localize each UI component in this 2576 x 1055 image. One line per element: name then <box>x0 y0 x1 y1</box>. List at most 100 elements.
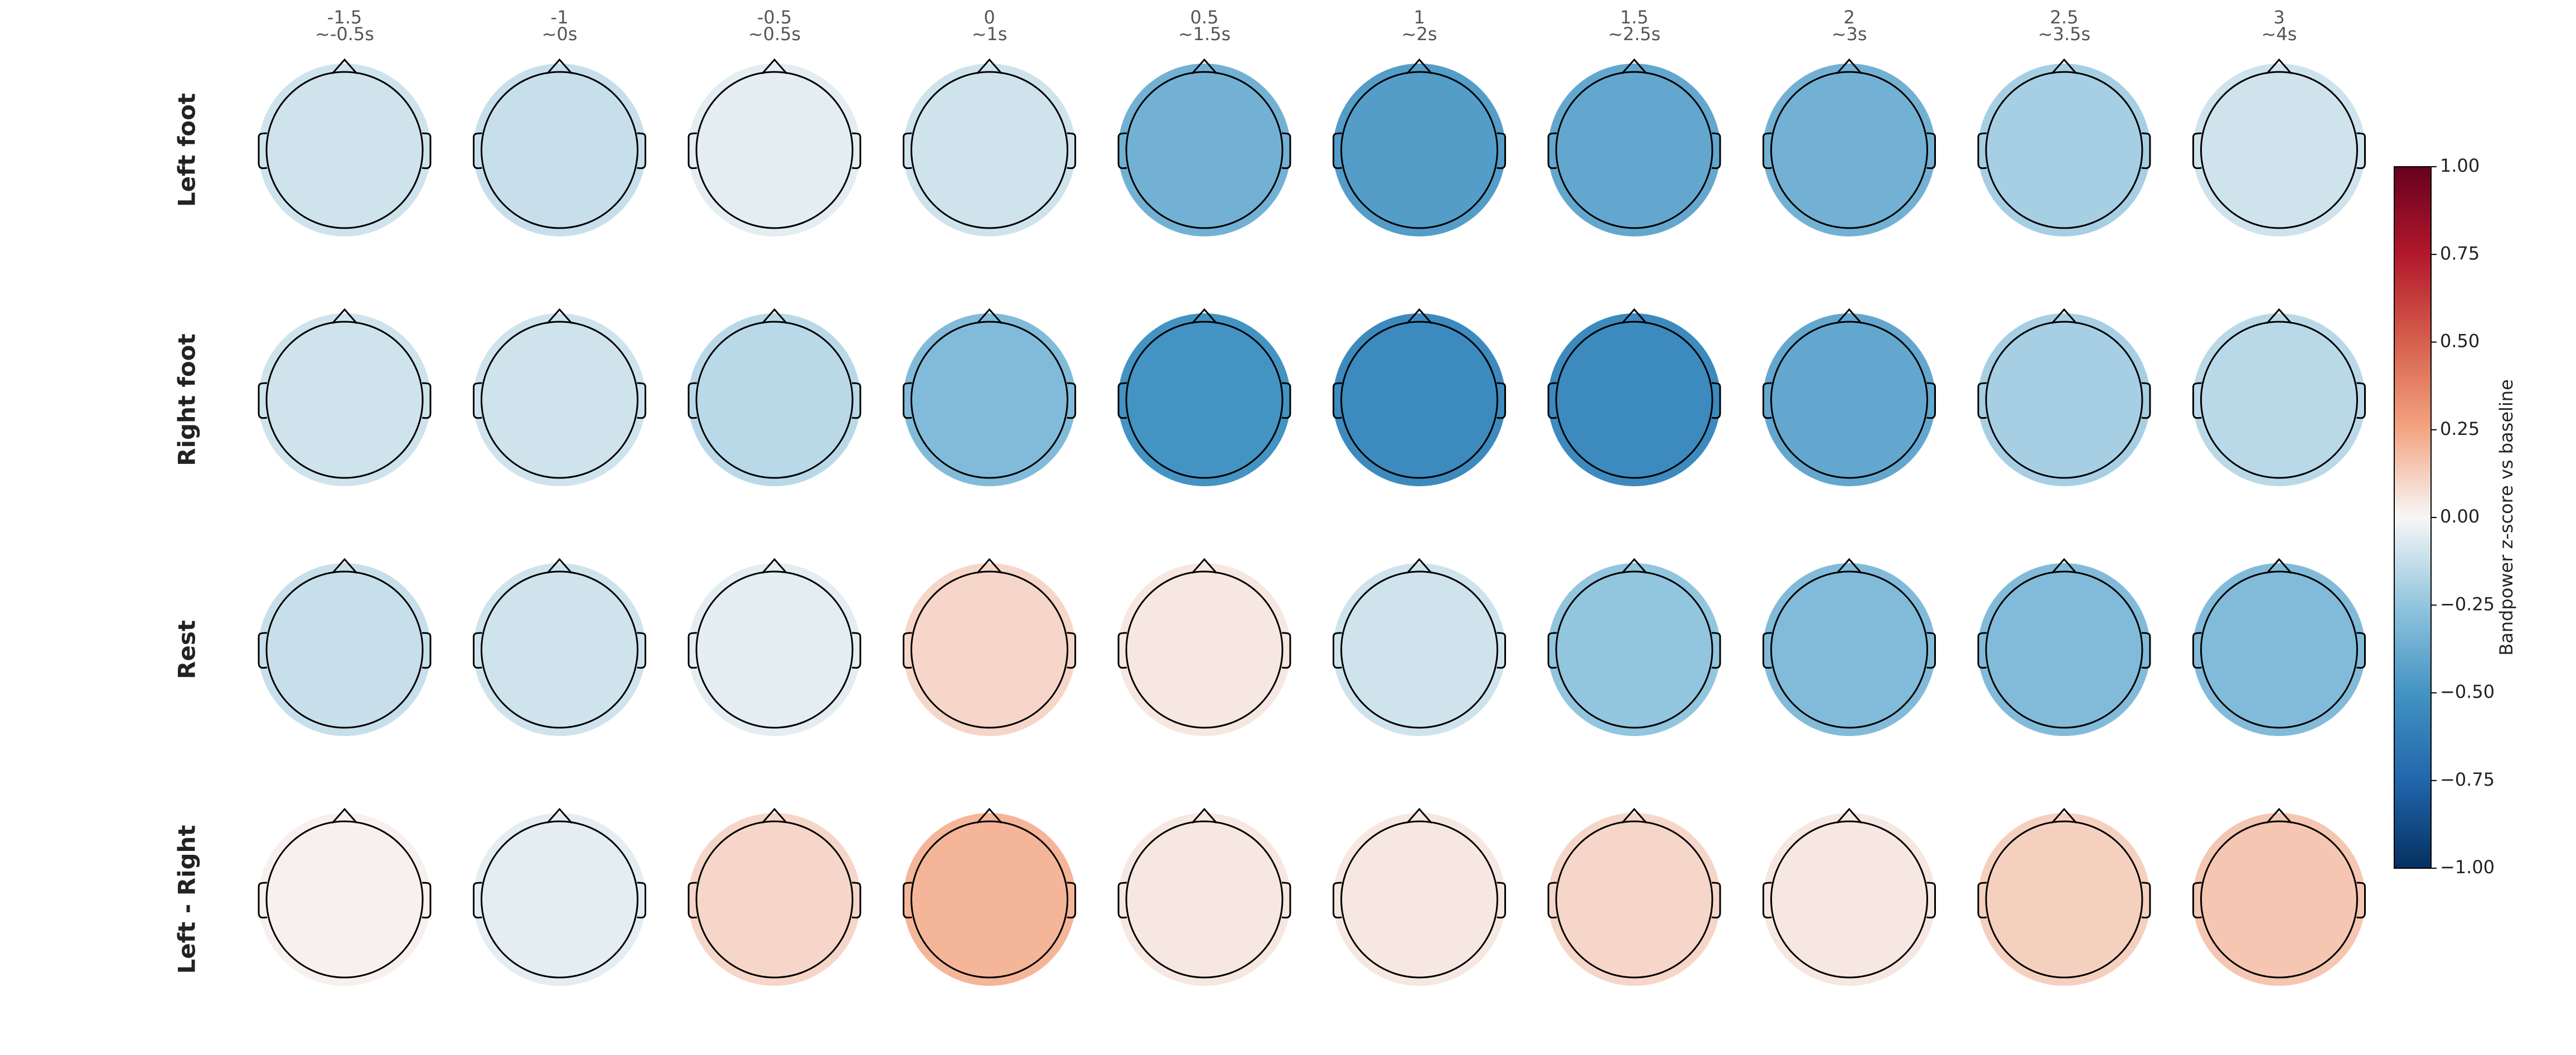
head-nose <box>331 58 358 74</box>
head-ear-right <box>637 132 646 170</box>
topomap <box>1547 58 1721 236</box>
topomap-field <box>1978 813 2151 986</box>
head-nose <box>1621 558 1648 574</box>
topomap-field <box>473 64 646 236</box>
colorbar-tick-label: −0.25 <box>2440 593 2495 614</box>
head-ear-right <box>637 882 646 919</box>
topomap <box>903 807 1076 986</box>
topomap <box>1333 807 1506 986</box>
topomap <box>258 807 432 986</box>
head-ear-right <box>1497 632 1506 669</box>
head-ear-left <box>2192 132 2202 170</box>
head-outline <box>911 71 1068 229</box>
head-outline <box>481 820 638 979</box>
topomap <box>1547 558 1721 736</box>
topomap-field <box>1978 313 2151 486</box>
head-outline <box>1555 71 1713 229</box>
head-nose <box>2051 308 2078 324</box>
topomap-field <box>1118 813 1291 986</box>
head-outline <box>1770 321 1928 479</box>
head-ear-left <box>258 132 268 170</box>
head-outline <box>481 570 638 729</box>
head-nose <box>1191 807 1218 824</box>
topomap <box>903 58 1076 236</box>
topomap <box>1547 807 1721 986</box>
topomap-field <box>1118 563 1291 736</box>
head-outline <box>1125 820 1284 979</box>
head-ear-left <box>258 632 268 669</box>
topomap-field <box>1762 313 1936 486</box>
head-nose <box>2051 807 2078 824</box>
column-window: ~3.5s <box>2038 23 2090 45</box>
topomap <box>258 308 432 486</box>
topomap <box>687 558 861 736</box>
head-nose <box>976 58 1003 74</box>
head-nose <box>546 807 573 824</box>
column-time: -1 <box>551 7 569 28</box>
head-outline <box>265 321 424 479</box>
column-window: ~1s <box>972 23 1008 45</box>
topomap-field <box>2192 813 2366 986</box>
topomap <box>473 308 646 486</box>
head-ear-right <box>851 382 861 419</box>
topomap-field <box>258 563 431 736</box>
head-ear-left <box>1762 632 1772 669</box>
head-nose <box>1406 558 1432 574</box>
topomap <box>687 807 861 986</box>
head-nose <box>331 308 358 324</box>
head-ear-left <box>687 132 698 170</box>
colorbar-tick-label: 0.25 <box>2440 418 2480 439</box>
head-ear-left <box>2192 382 2202 419</box>
head-nose <box>1191 308 1218 324</box>
head-ear-right <box>851 882 861 919</box>
head-nose <box>1406 807 1432 824</box>
colorbar-tick-label: 0.50 <box>2440 331 2480 352</box>
head-outline <box>1340 321 1498 479</box>
topomap-field <box>1333 563 1506 736</box>
head-nose <box>1406 58 1432 74</box>
topomap-field <box>688 563 861 736</box>
row-label: Left foot <box>173 93 201 207</box>
topomap <box>2192 58 2366 236</box>
head-ear-right <box>1067 632 1076 669</box>
head-outline <box>1125 570 1284 729</box>
head-outline <box>695 71 854 229</box>
head-nose <box>1406 308 1432 324</box>
head-outline <box>2200 71 2358 229</box>
topomap <box>1547 308 1721 486</box>
topomap-field <box>1978 563 2151 736</box>
head-outline <box>911 820 1068 979</box>
topomap-field <box>1118 313 1291 486</box>
head-ear-right <box>422 382 432 419</box>
topomap-field <box>688 313 861 486</box>
column-window: ~-0.5s <box>315 23 374 45</box>
head-nose <box>761 558 788 574</box>
head-ear-right <box>637 632 646 669</box>
head-ear-left <box>473 382 482 419</box>
head-ear-right <box>1281 882 1291 919</box>
head-ear-right <box>1926 882 1936 919</box>
topomap <box>1117 58 1291 236</box>
topomap-field <box>688 813 861 986</box>
head-outline <box>1770 820 1928 979</box>
head-ear-left <box>687 632 698 669</box>
topomap-field <box>258 313 431 486</box>
head-outline <box>1340 71 1498 229</box>
head-outline <box>1340 820 1498 979</box>
head-outline <box>265 71 424 229</box>
head-ear-left <box>1547 882 1557 919</box>
head-nose <box>1836 807 1862 824</box>
head-ear-right <box>422 882 432 919</box>
head-ear-right <box>1926 132 1936 170</box>
topomap <box>473 558 646 736</box>
topomap <box>1333 58 1506 236</box>
topomap-field <box>688 64 861 236</box>
topomap <box>687 308 861 486</box>
head-outline <box>911 570 1068 729</box>
head-nose <box>761 308 788 324</box>
column-time: 2.5 <box>2050 7 2079 28</box>
topomap-field <box>2192 313 2366 486</box>
head-ear-right <box>2356 382 2366 419</box>
topomap-field <box>1333 813 1506 986</box>
